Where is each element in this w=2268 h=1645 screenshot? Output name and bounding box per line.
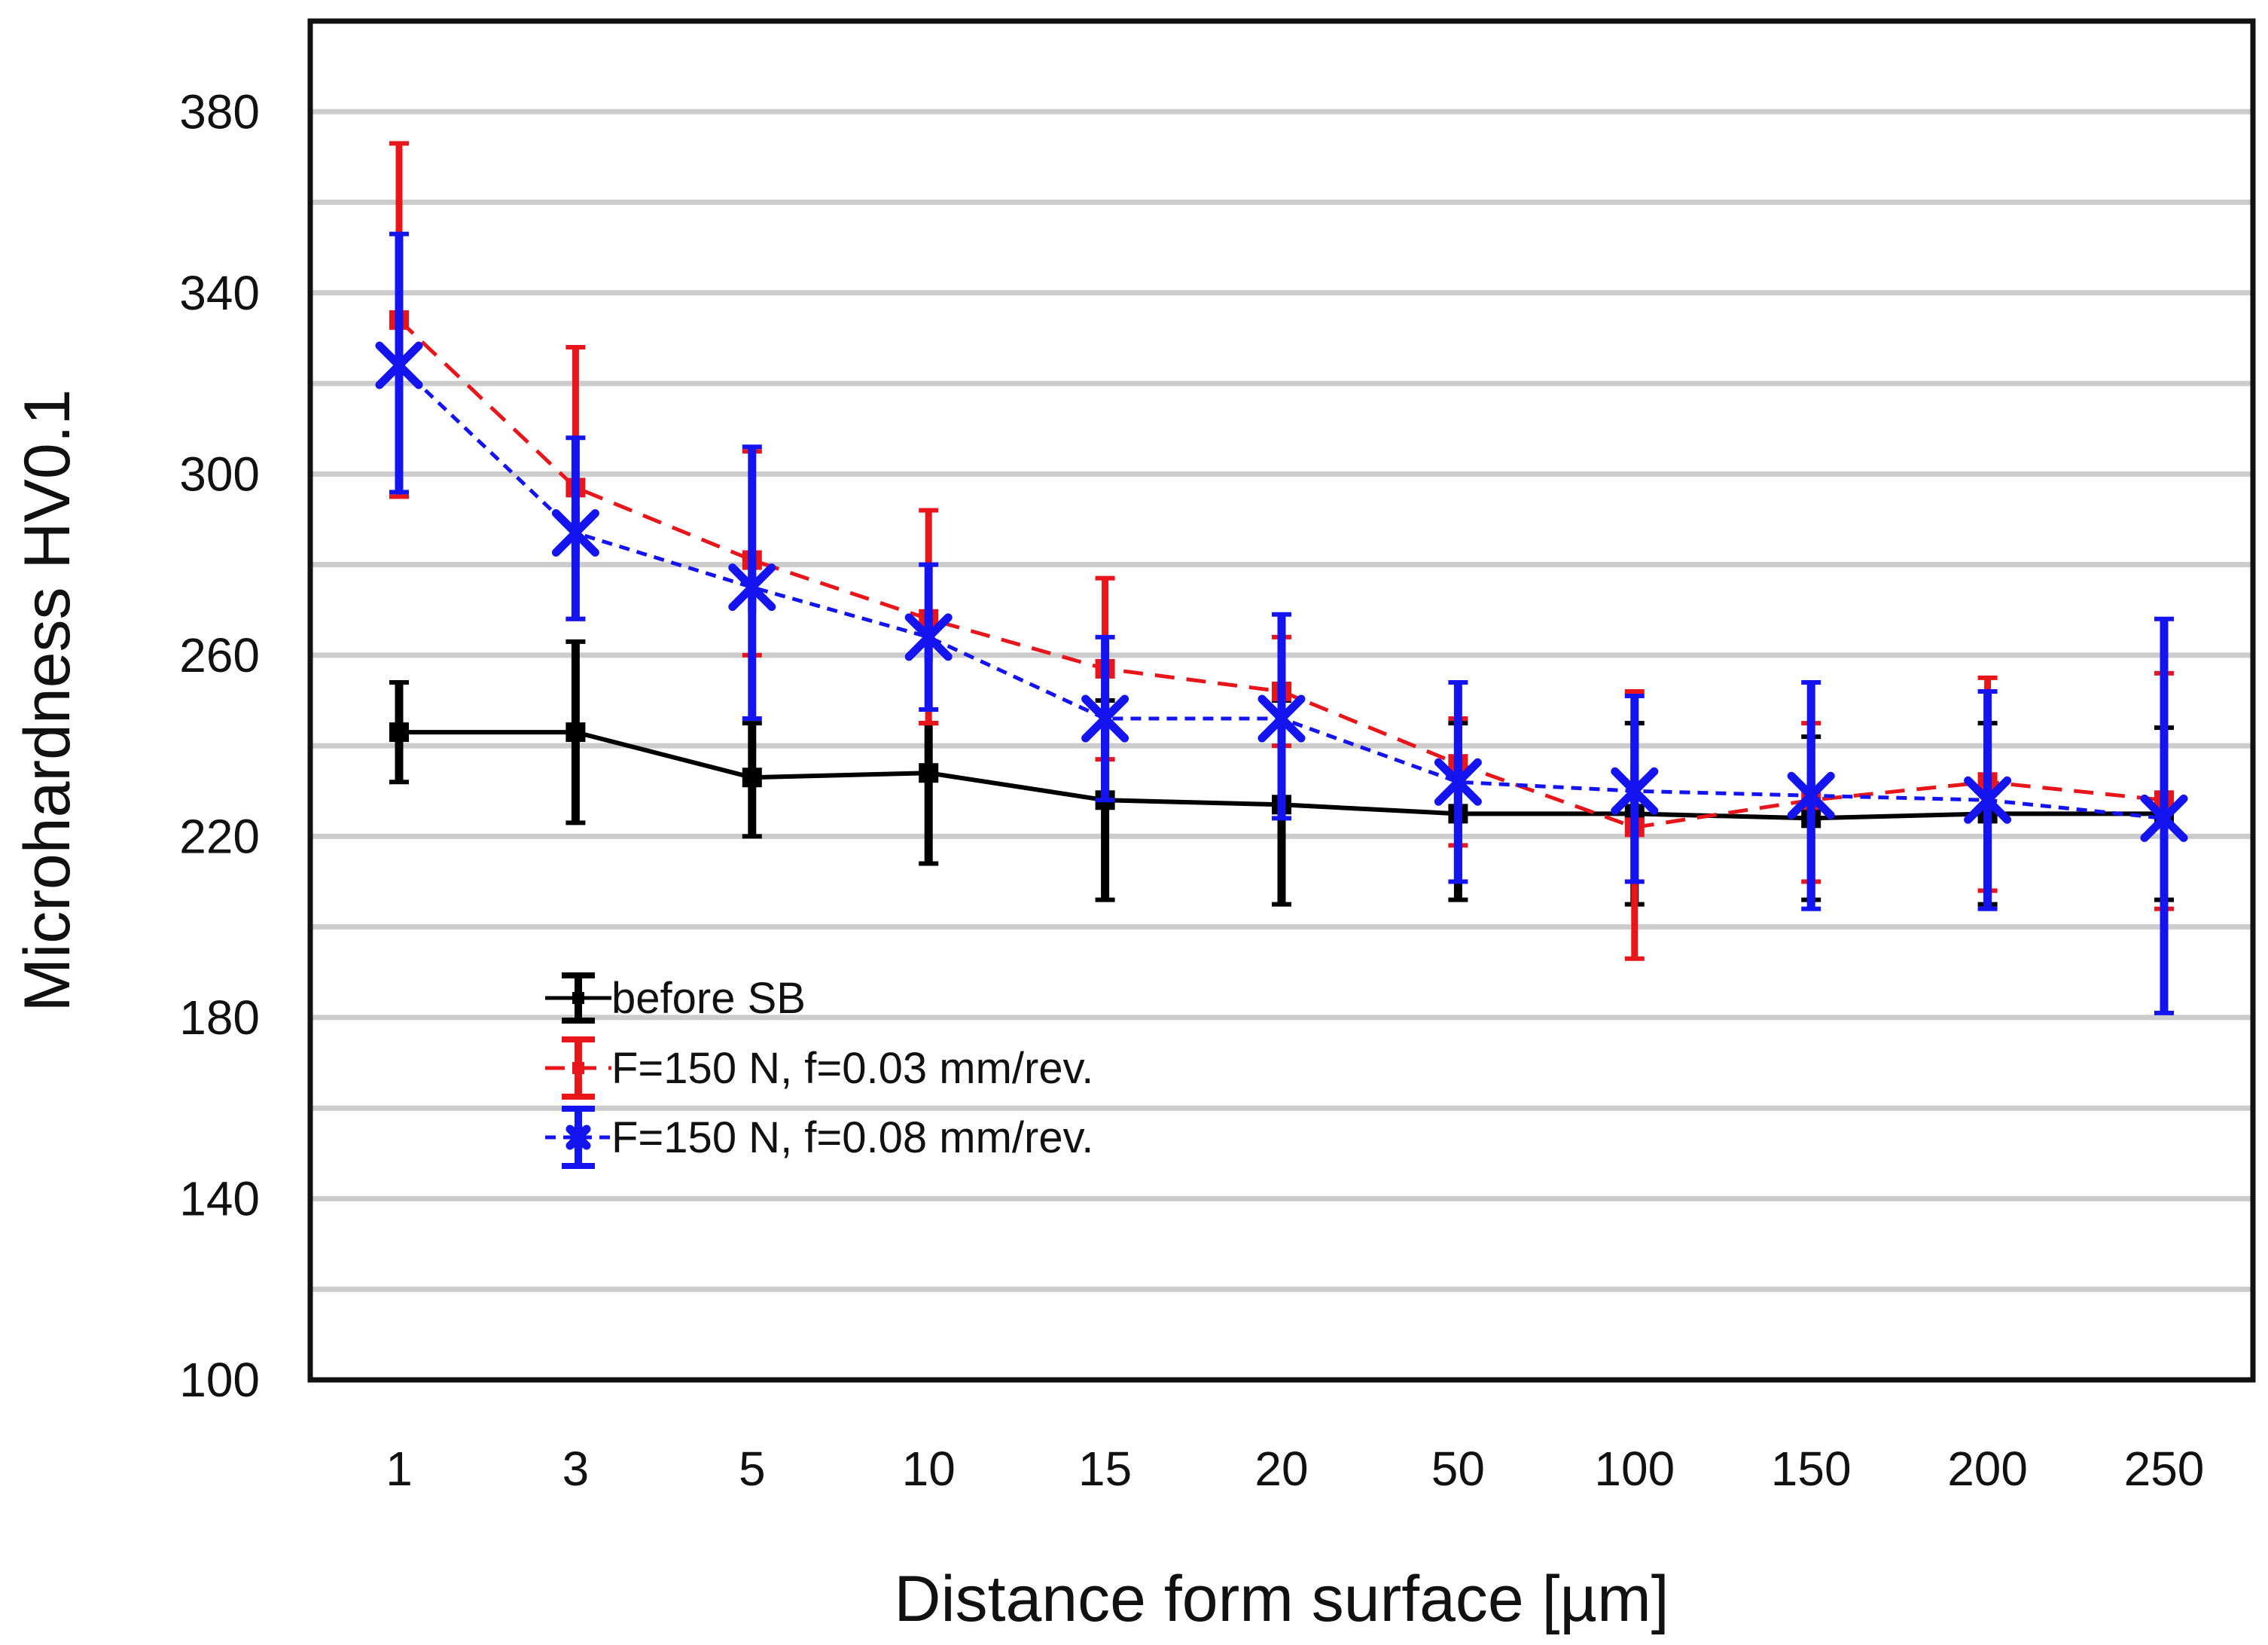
x-axis-title: Distance form surface [µm]: [894, 1563, 1669, 1635]
data-point: [1434, 753, 1482, 810]
data-point: [572, 992, 584, 1004]
x-tick-label: 200: [1947, 1442, 2028, 1496]
legend-label: F=150 N, f=0.08 mm/rev.: [611, 1113, 1093, 1162]
series-3: [375, 231, 2188, 1015]
data-series: [375, 141, 2188, 1015]
y-tick-label: 260: [179, 628, 260, 682]
data-point: [1787, 767, 1835, 825]
data-point: [2140, 789, 2188, 847]
data-point: [728, 558, 776, 616]
legend: before SB F=150 N, f=0.03 mm/rev. F=150 N,…: [545, 972, 1093, 1169]
x-tick-label: 3: [562, 1442, 590, 1496]
data-point: [1964, 771, 2012, 829]
data-point: [551, 504, 599, 562]
x-tick-label: 250: [2124, 1442, 2205, 1496]
x-tick-label: 20: [1254, 1442, 1308, 1496]
x-tick-label: 150: [1771, 1442, 1852, 1496]
plot-frame: [307, 18, 2256, 1383]
y-tick-label: 180: [179, 990, 260, 1045]
data-point: [572, 1062, 584, 1074]
y-tick-label: 380: [179, 84, 260, 139]
y-axis-ticks: 100 140 180 220 260 300 340 380: [179, 84, 260, 1407]
legend-item: F=150 N, f=0.03 mm/rev.: [545, 1036, 1093, 1100]
data-point: [1257, 690, 1306, 747]
x-tick-label: 1: [386, 1442, 413, 1496]
data-point: [742, 768, 762, 788]
data-point: [565, 722, 586, 743]
data-point: [1081, 690, 1129, 747]
data-point: [565, 1122, 591, 1152]
legend-item: before SB: [545, 972, 806, 1024]
legend-label: before SB: [611, 974, 806, 1023]
y-tick-label: 220: [179, 809, 260, 863]
data-point: [919, 763, 939, 783]
y-tick-label: 300: [179, 447, 260, 501]
x-tick-label: 50: [1431, 1442, 1485, 1496]
x-tick-label: 5: [739, 1442, 766, 1496]
data-point: [389, 722, 409, 743]
data-point: [904, 609, 953, 666]
data-point: [1611, 762, 1659, 820]
y-tick-label: 340: [179, 266, 260, 320]
y-tick-label: 100: [179, 1353, 260, 1407]
x-axis-ticks: 1 3 5 10 15 20 50 100 150 200 250: [386, 1442, 2204, 1496]
x-tick-label: 100: [1594, 1442, 1675, 1496]
x-tick-label: 15: [1078, 1442, 1132, 1496]
data-point: [375, 337, 423, 394]
y-axis-title: Microhardness HV0.1: [11, 389, 84, 1012]
y-tick-label: 140: [179, 1171, 260, 1225]
x-tick-label: 10: [902, 1442, 956, 1496]
legend-item: F=150 N, f=0.08 mm/rev.: [545, 1106, 1093, 1169]
legend-label: F=150 N, f=0.03 mm/rev.: [611, 1044, 1093, 1093]
